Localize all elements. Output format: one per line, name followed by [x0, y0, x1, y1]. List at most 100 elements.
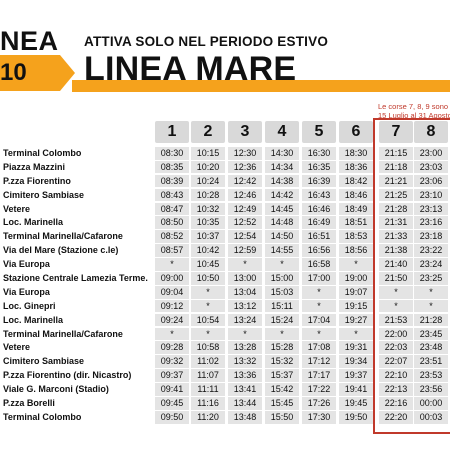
time-cell: 17:08: [302, 341, 336, 355]
time-cell: 11:11: [191, 383, 225, 396]
time-cell: 15:03: [265, 285, 299, 299]
stop-name: Via del Mare (Stazione c.le): [3, 245, 119, 256]
time-cell: 19:37: [339, 369, 373, 382]
title-underline-bar: [72, 80, 450, 92]
stop-name: Viale G. Marconi (Stadio): [3, 384, 109, 395]
time-cell: *: [339, 327, 373, 341]
time-cell: 09:37: [155, 369, 189, 382]
time-cell: 17:04: [302, 313, 336, 327]
time-cell: 16:58: [302, 258, 336, 271]
stop-name: Vetere: [3, 342, 31, 353]
time-cell: 15:24: [265, 313, 299, 327]
column-header: 1: [155, 121, 189, 143]
time-cell: 14:50: [265, 230, 299, 243]
time-cell: 00:00: [414, 397, 448, 410]
time-cell: 22:20: [379, 410, 413, 424]
time-cell: 09:28: [155, 341, 189, 355]
time-cell: 09:41: [155, 383, 189, 396]
timetable-column: 18:30 18:36 18:42 18:46 18:49 18:51 18:53 18:56…: [339, 147, 373, 425]
stop-name: Cimitero Sambiase: [3, 189, 85, 200]
time-cell: 19:07: [339, 285, 373, 299]
time-cell: *: [191, 299, 225, 313]
time-cell: 16:35: [302, 160, 336, 174]
time-cell: *: [302, 327, 336, 341]
timetable-column: 16:30 16:35 16:39 16:43 16:46 16:49 16:51 16:56…: [302, 147, 336, 425]
time-cell: 10:28: [191, 188, 225, 202]
time-cell: 19:34: [339, 355, 373, 368]
time-cell: 21:28: [414, 313, 448, 327]
time-cell: 15:45: [265, 397, 299, 410]
time-cell: 11:20: [191, 410, 225, 424]
time-cell: 10:32: [191, 202, 225, 216]
time-cell: *: [228, 258, 262, 271]
time-cell: 23:03: [414, 160, 448, 174]
time-cell: 16:30: [302, 147, 336, 160]
time-cell: 23:16: [414, 216, 448, 230]
time-cell: 09:50: [155, 410, 189, 424]
time-cell: 10:45: [191, 258, 225, 271]
time-cell: 12:42: [228, 174, 262, 188]
time-cell: *: [302, 285, 336, 299]
time-cell: *: [379, 285, 413, 299]
time-cell: *: [339, 258, 373, 271]
time-cell: 15:00: [265, 272, 299, 285]
time-cell: 18:30: [339, 147, 373, 160]
stop-name: Terminal Colombo: [3, 148, 82, 158]
stop-list: Terminal Colombo Piazza Mazzini P.zza Fior…: [3, 147, 148, 425]
time-cell: 23:45: [414, 327, 448, 341]
time-cell: 21:25: [379, 188, 413, 202]
time-cell: 10:50: [191, 272, 225, 285]
time-cell: 16:49: [302, 216, 336, 230]
time-cell: *: [414, 285, 448, 299]
time-cell: 13:12: [228, 299, 262, 313]
time-cell: 15:11: [265, 299, 299, 313]
column-header: 8: [414, 121, 448, 143]
timetable-column: 12:30 12:36 12:42 12:46 12:49 12:52 12:54 12:59…: [228, 147, 262, 425]
time-cell: 10:15: [191, 147, 225, 160]
time-cell: 14:48: [265, 216, 299, 230]
seasonal-note-line-1: Le corse 7, 8, 9 sono v: [378, 102, 450, 111]
time-cell: 13:24: [228, 313, 262, 327]
time-cell: 10:58: [191, 341, 225, 355]
time-cell: 15:32: [265, 355, 299, 368]
time-cell: 11:16: [191, 397, 225, 410]
time-cell: 12:52: [228, 216, 262, 230]
time-cell: 16:51: [302, 230, 336, 243]
seasonal-runs-highlight: [373, 118, 450, 434]
time-cell: 09:45: [155, 397, 189, 410]
time-cell: 21:38: [379, 244, 413, 257]
column-header: 5: [302, 121, 336, 143]
time-cell: 16:46: [302, 202, 336, 216]
time-cell: 12:49: [228, 202, 262, 216]
time-cell: 14:55: [265, 244, 299, 257]
seasonal-note-line-2: 15 Luglio al 31 Agosto: [378, 110, 450, 120]
time-cell: 23:25: [414, 272, 448, 285]
time-cell: 13:48: [228, 410, 262, 424]
stop-name: P.zza Fiorentino (dir. Nicastro): [3, 370, 132, 381]
time-cell: *: [414, 299, 448, 313]
time-cell: 21:50: [379, 272, 413, 285]
stop-name: Stazione Centrale Lamezia Terme.: [3, 273, 148, 284]
stop-name: Via Europa: [3, 286, 50, 297]
time-cell: *: [191, 285, 225, 299]
time-cell: 09:00: [155, 272, 189, 285]
time-cell: *: [379, 299, 413, 313]
column-header: 7: [379, 121, 413, 143]
column-header: 4: [265, 121, 299, 143]
timetable-column: 14:30 14:34 14:38 14:42 14:45 14:48 14:50 14:55…: [265, 147, 299, 425]
time-cell: 13:32: [228, 355, 262, 368]
time-cell: 23:00: [414, 147, 448, 160]
time-cell: 16:43: [302, 188, 336, 202]
time-cell: 09:04: [155, 285, 189, 299]
time-cell: 08:43: [155, 188, 189, 202]
time-cell: *: [302, 299, 336, 313]
linea-label: NEA: [0, 26, 59, 56]
stop-name: Vetere: [3, 203, 31, 214]
time-cell: 13:36: [228, 369, 262, 382]
time-cell: 15:50: [265, 410, 299, 424]
time-cell: 21:28: [379, 202, 413, 216]
time-cell: 17:22: [302, 383, 336, 396]
time-cell: *: [155, 258, 189, 271]
time-cell: 19:50: [339, 410, 373, 424]
timetable-column: 10:15 10:20 10:24 10:28 10:32 10:35 10:37 10:42…: [191, 147, 225, 425]
